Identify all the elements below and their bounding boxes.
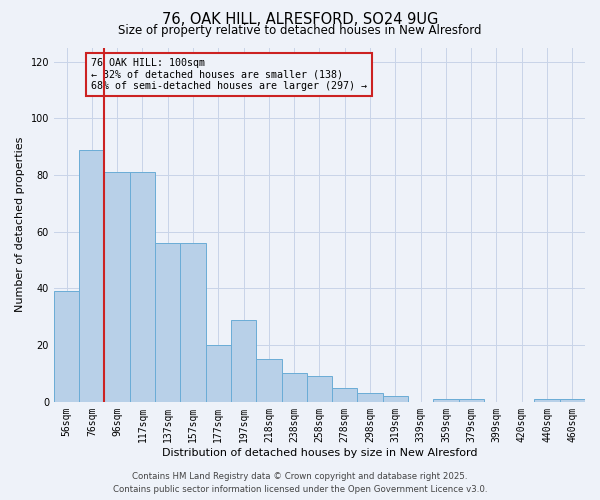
Bar	[256, 360, 281, 402]
Bar	[358, 394, 383, 402]
Bar	[332, 388, 358, 402]
Bar	[79, 150, 104, 402]
Bar	[535, 399, 560, 402]
Y-axis label: Number of detached properties: Number of detached properties	[15, 137, 25, 312]
Text: 76, OAK HILL, ALRESFORD, SO24 9UG: 76, OAK HILL, ALRESFORD, SO24 9UG	[162, 12, 438, 28]
Bar	[458, 399, 484, 402]
Bar	[206, 345, 231, 402]
Text: Contains HM Land Registry data © Crown copyright and database right 2025.
Contai: Contains HM Land Registry data © Crown c…	[113, 472, 487, 494]
Bar	[307, 376, 332, 402]
Bar	[181, 243, 206, 402]
Bar	[231, 320, 256, 402]
Bar	[433, 399, 458, 402]
Text: Size of property relative to detached houses in New Alresford: Size of property relative to detached ho…	[118, 24, 482, 37]
Bar	[560, 399, 585, 402]
Bar	[281, 374, 307, 402]
Bar	[104, 172, 130, 402]
Text: 76 OAK HILL: 100sqm
← 32% of detached houses are smaller (138)
68% of semi-detac: 76 OAK HILL: 100sqm ← 32% of detached ho…	[91, 58, 367, 92]
X-axis label: Distribution of detached houses by size in New Alresford: Distribution of detached houses by size …	[162, 448, 477, 458]
Bar	[130, 172, 155, 402]
Bar	[54, 292, 79, 402]
Bar	[155, 243, 181, 402]
Bar	[383, 396, 408, 402]
